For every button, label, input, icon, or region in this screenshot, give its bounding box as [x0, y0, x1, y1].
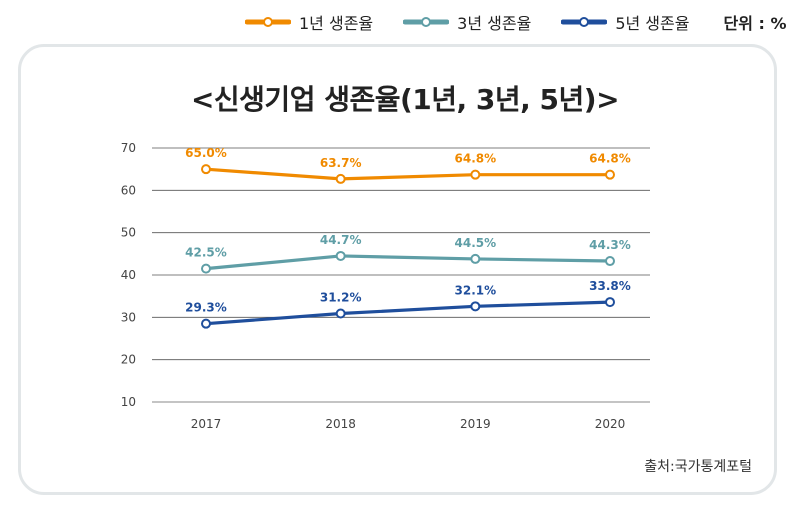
data-label-1-0: 42.5%: [185, 246, 227, 260]
x-tick-label-2020: 2020: [595, 417, 626, 431]
data-label-2-1: 31.2%: [320, 291, 362, 305]
data-point-0-3: [605, 169, 615, 180]
series-line-1: [204, 254, 612, 271]
data-label-0-3: 64.8%: [589, 152, 631, 166]
legend-item-1yr: 1년 생존율: [245, 10, 373, 34]
legend-label-5yr: 5년 생존율: [615, 14, 690, 33]
unit-label: 단위 : %: [723, 14, 787, 33]
x-tick-label-2017: 2017: [191, 417, 222, 431]
legend-item-3yr: 3년 생존율: [403, 10, 531, 34]
y-tick-label-20: 20: [121, 353, 136, 367]
series-line-2: [204, 300, 612, 326]
data-point-1-0: [201, 263, 211, 274]
data-point-1-1: [335, 250, 346, 261]
data-point-2-3: [605, 297, 615, 308]
y-tick-label-30: 30: [121, 310, 136, 324]
y-tick-label-50: 50: [121, 226, 136, 240]
data-point-2-1: [335, 308, 346, 319]
data-label-1-3: 44.3%: [589, 238, 631, 252]
data-label-2-3: 33.8%: [589, 279, 631, 293]
x-tick-label-2018: 2018: [325, 417, 356, 431]
data-point-1-3: [605, 256, 615, 267]
data-point-1-2: [470, 253, 481, 264]
data-label-1-2: 44.5%: [455, 236, 497, 250]
data-point-0-1: [335, 173, 346, 184]
y-tick-label-70: 70: [121, 141, 136, 155]
chart-card: [18, 44, 777, 495]
data-label-0-0: 65.0%: [185, 146, 227, 160]
x-tick-label-2019: 2019: [460, 417, 491, 431]
legend-label-3yr: 3년 생존율: [457, 14, 532, 33]
data-label-1-1: 44.7%: [320, 233, 362, 247]
y-tick-label-10: 10: [121, 395, 136, 409]
data-point-2-0: [201, 318, 211, 329]
legend: 1년 생존율 3년 생존율 5년 생존율 단위 : %: [245, 8, 787, 36]
y-tick-label-60: 60: [121, 183, 136, 197]
data-point-0-2: [470, 169, 481, 180]
data-label-2-2: 32.1%: [455, 283, 497, 297]
data-label-0-2: 64.8%: [455, 152, 497, 166]
data-point-2-2: [470, 301, 481, 312]
data-label-0-1: 63.7%: [320, 156, 362, 170]
chart-title: <신생기업 생존율(1년, 3년, 5년)>: [190, 83, 620, 116]
legend-marker-3yr-icon: [403, 17, 450, 27]
legend-marker-1yr-icon: [245, 17, 291, 27]
y-tick-label-40: 40: [121, 268, 136, 282]
data-label-2-0: 29.3%: [185, 301, 227, 315]
data-point-0-0: [201, 164, 211, 175]
series-line-0: [204, 167, 612, 181]
legend-item-5yr: 5년 생존율: [561, 10, 689, 34]
legend-label-1yr: 1년 생존율: [299, 14, 374, 33]
source-note: 출처:국가통계포털: [644, 459, 752, 475]
legend-marker-5yr-icon: [561, 17, 608, 27]
